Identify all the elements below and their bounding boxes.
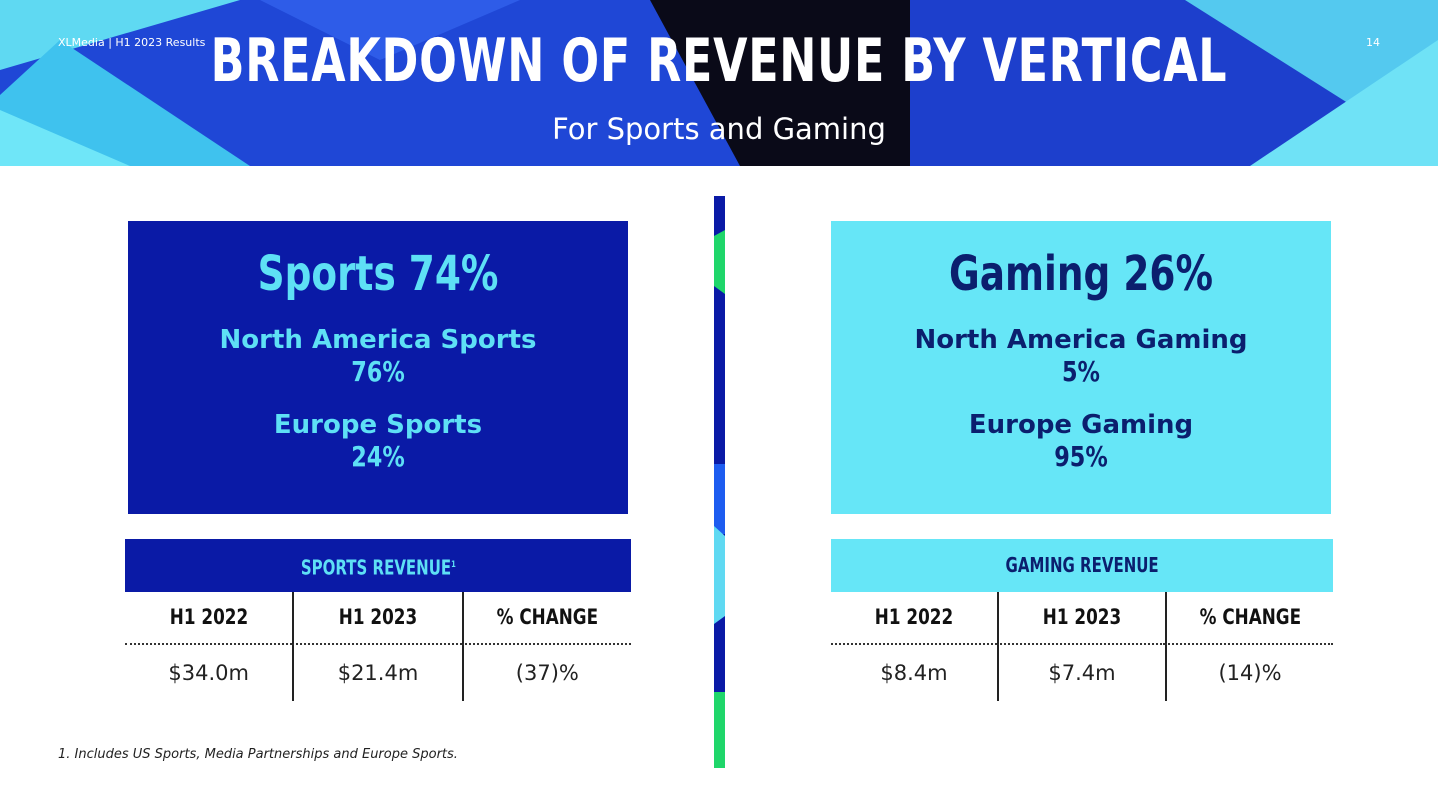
column-header: H1 2022 <box>125 592 293 645</box>
gaming-region-name: North America Gaming <box>914 325 1248 355</box>
table-cell: $34.0m <box>168 661 249 685</box>
sports-revenue-title: SPORTS REVENUE <box>300 555 451 580</box>
sports-region-name: Europe Sports <box>273 410 483 440</box>
gaming-revenue-title: GAMING REVENUE <box>1005 553 1159 577</box>
sports-summary-card: Sports 74% North America Sports 76% Euro… <box>128 221 628 514</box>
doc-label: XLMedia | H1 2023 Results <box>58 36 206 49</box>
center-divider <box>714 196 725 768</box>
page-number: 14 <box>1366 36 1380 49</box>
page-subtitle: For Sports and Gaming <box>552 112 886 146</box>
table-cell: (14)% <box>1165 645 1333 701</box>
sports-revenue-table: SPORTS REVENUE1 H1 2022 H1 2023 % CHANGE… <box>125 539 631 701</box>
table-row: $34.0m $21.4m (37)% <box>125 645 631 701</box>
table-row: $8.4m $7.4m (14)% <box>831 645 1333 701</box>
table-row: H1 2022 H1 2023 % CHANGE <box>831 592 1333 645</box>
sports-region-share: 24% <box>351 440 405 473</box>
table-cell: $7.4m <box>997 645 1165 701</box>
table-row: H1 2022 H1 2023 % CHANGE <box>125 592 631 645</box>
sports-region-share: 76% <box>351 355 405 388</box>
header-banner: XLMedia | H1 2023 Results 14 BREAKDOWN O… <box>0 0 1438 166</box>
gaming-region-share: 5% <box>1061 355 1101 388</box>
column-header: H1 2023 <box>997 592 1165 645</box>
footnote-marker: 1 <box>450 560 456 570</box>
banner-background <box>0 0 1438 166</box>
gaming-summary-card: Gaming 26% North America Gaming 5% Europ… <box>831 221 1331 514</box>
table-cell: $21.4m <box>292 645 461 701</box>
sports-revenue-header: SPORTS REVENUE1 <box>125 539 631 592</box>
column-header: % CHANGE <box>461 592 631 645</box>
column-header: H1 2022 <box>831 592 997 645</box>
gaming-region-name: Europe Gaming <box>968 410 1194 440</box>
gaming-region-share: 95% <box>1054 440 1108 473</box>
gaming-revenue-header: GAMING REVENUE <box>831 539 1333 592</box>
sports-region-name: North America Sports <box>219 325 537 355</box>
footnote: 1. Includes US Sports, Media Partnership… <box>58 747 458 762</box>
page-title: BREAKDOWN OF REVENUE BY VERTICAL <box>210 26 1228 96</box>
sports-title: Sports 74% <box>257 246 499 302</box>
gaming-title: Gaming 26% <box>949 246 1213 302</box>
gaming-revenue-table: GAMING REVENUE H1 2022 H1 2023 % CHANGE … <box>831 539 1333 701</box>
table-cell: $8.4m <box>880 661 948 685</box>
column-header: % CHANGE <box>1165 592 1333 645</box>
column-header: H1 2023 <box>292 592 462 645</box>
table-cell: (37)% <box>461 645 631 701</box>
